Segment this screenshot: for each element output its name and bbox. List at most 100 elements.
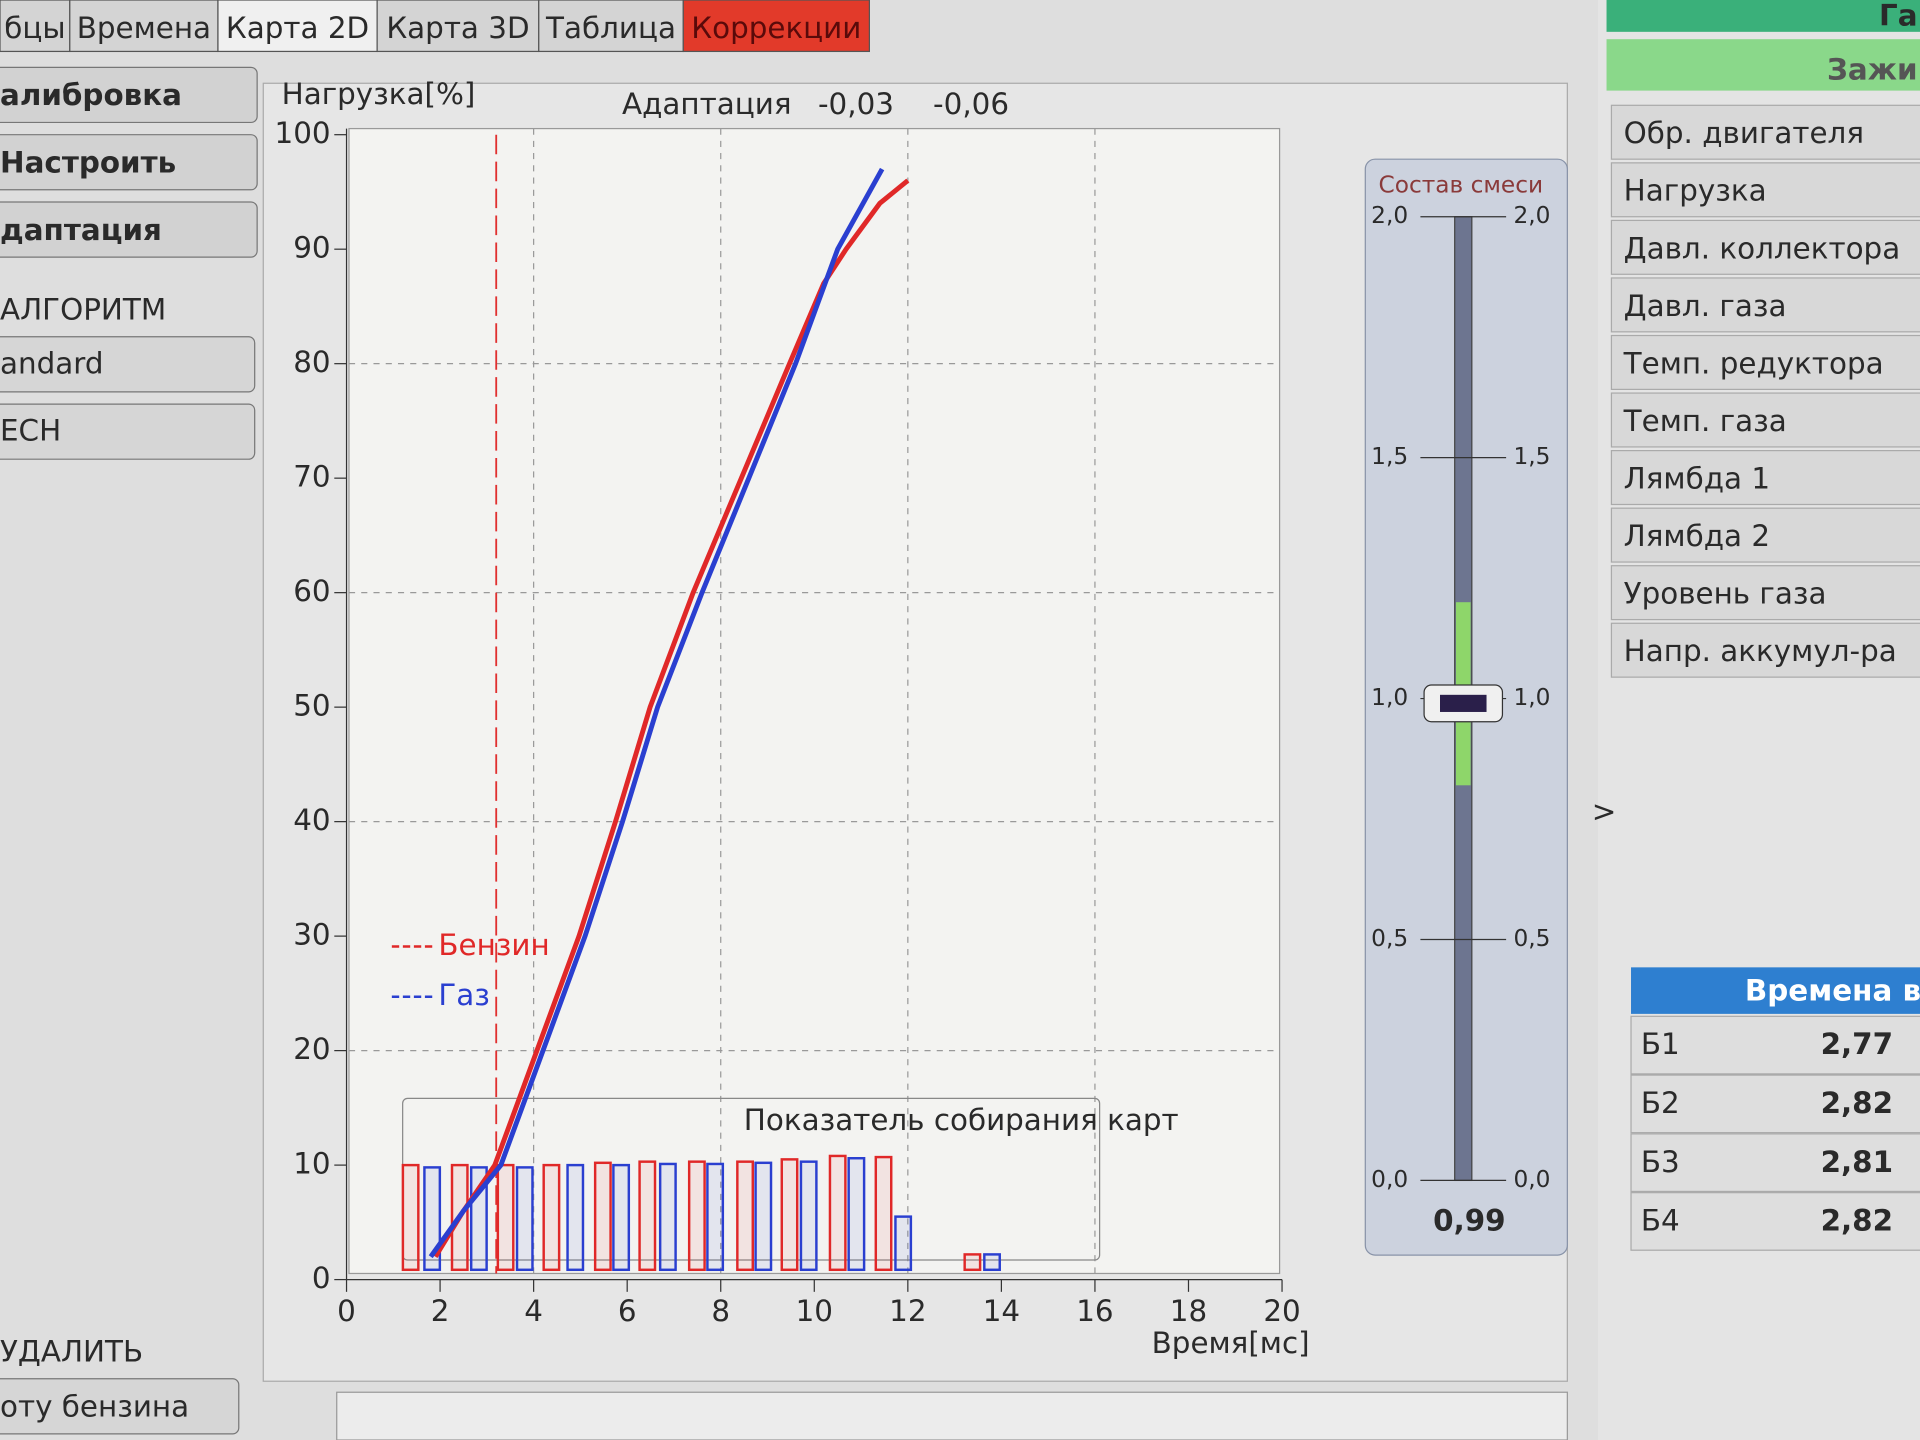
y-tick-label: 10 (293, 1147, 330, 1181)
button[interactable] (0, 1378, 240, 1435)
y-tick-label: 90 (293, 231, 330, 265)
x-tick-label: 12 (889, 1294, 926, 1328)
gauge-tick-label: 0,0 (1371, 1166, 1408, 1193)
gauge-tick-label: 1,0 (1513, 684, 1550, 711)
tab[interactable] (376, 0, 540, 53)
x-axis-label: Время[мс] (1152, 1326, 1310, 1360)
y-tick-label: 80 (293, 345, 330, 379)
y-tick-label: 20 (293, 1032, 330, 1066)
bar (593, 1161, 612, 1272)
bar (612, 1163, 631, 1272)
parameter-label: Обр. двигателя (1624, 116, 1864, 150)
gauge-value: 0,99 (1433, 1204, 1505, 1238)
y-tick-label: 40 (293, 803, 330, 837)
bar (401, 1163, 420, 1272)
table-cell: Б2 (1641, 1086, 1680, 1120)
option-button[interactable] (0, 336, 256, 393)
x-tick-label: 14 (983, 1294, 1020, 1328)
tab-label: Коррекции (691, 11, 861, 45)
x-tick-label: 8 (711, 1294, 730, 1328)
section-label: АЛГОРИТМ (0, 293, 166, 327)
bar (828, 1154, 847, 1272)
parameter-row (1610, 219, 1920, 275)
tab[interactable] (0, 0, 71, 53)
y-axis-label: Нагрузка[%] (282, 77, 476, 111)
table-row (1630, 1133, 1920, 1193)
option-label: andard (0, 346, 103, 380)
table-header (1631, 967, 1920, 1014)
x-tick-label: 0 (337, 1294, 356, 1328)
table-title: Времена в (1745, 973, 1920, 1007)
status-label: Зажи (1827, 53, 1918, 87)
parameter-row (1610, 334, 1920, 390)
x-tick-label: 6 (618, 1294, 637, 1328)
button[interactable] (0, 134, 258, 191)
x-tick-label: 20 (1263, 1294, 1300, 1328)
line (428, 167, 885, 1259)
x-tick-label: 4 (524, 1294, 543, 1328)
bar (754, 1161, 773, 1272)
annotation: -0,06 (933, 87, 1009, 121)
button-label: оту бензина (0, 1390, 189, 1424)
expand-button[interactable]: > (1592, 795, 1617, 829)
tab[interactable] (217, 0, 378, 53)
x-tick-label: 10 (796, 1294, 833, 1328)
button[interactable] (0, 66, 258, 124)
option-button[interactable] (0, 403, 256, 460)
gauge-tick-label: 0,5 (1371, 925, 1408, 952)
tab[interactable] (538, 0, 684, 53)
parameter-label: Темп. газа (1623, 404, 1787, 438)
bar (515, 1166, 534, 1272)
inset-title: Показатель собирания карт (744, 1103, 1179, 1137)
bottom-strip (336, 1391, 1568, 1440)
parameter-row (1610, 450, 1920, 506)
x-tick-label: 18 (1170, 1294, 1207, 1328)
y-tick-label: 30 (293, 918, 330, 952)
y-tick-label: 60 (293, 574, 330, 608)
y-tick-label: 50 (293, 689, 330, 723)
parameter-label: Темп. редуктора (1623, 346, 1884, 380)
annotation: Адаптация (622, 87, 791, 121)
gauge-tick-label: 0,5 (1513, 925, 1550, 952)
gauge-tick-label: 2,0 (1513, 202, 1550, 229)
bar (423, 1166, 442, 1272)
bar (658, 1162, 677, 1272)
bar (736, 1160, 755, 1272)
status-bar (1606, 39, 1920, 91)
bar (687, 1160, 706, 1272)
gauge-title: Состав смеси (1378, 172, 1543, 199)
table-cell: Б3 (1641, 1145, 1680, 1179)
tab-label: бцы (4, 11, 65, 45)
line (433, 178, 910, 1258)
bar (542, 1163, 561, 1272)
table-row (1630, 1192, 1920, 1251)
section-label: УДАЛИТЬ (0, 1335, 143, 1369)
gauge-tick-label: 2,0 (1371, 202, 1408, 229)
button-label: алибровка (0, 78, 182, 112)
button-label: даптация (0, 213, 162, 247)
bar (874, 1155, 893, 1272)
y-tick-label: 0 (312, 1261, 331, 1295)
button-label: Настроить (0, 146, 176, 180)
tab-label: Карта 3D (386, 11, 529, 45)
table-cell: 2,82 (1821, 1204, 1893, 1238)
bar (847, 1157, 866, 1272)
bar (963, 1253, 982, 1272)
tab[interactable] (682, 0, 870, 53)
y-tick-label: 100 (275, 116, 331, 150)
parameter-row (1610, 162, 1920, 218)
parameter-label: Уровень газа (1624, 577, 1827, 611)
table-cell: Б1 (1641, 1027, 1680, 1061)
tab-label: Времена (77, 11, 211, 45)
button[interactable] (0, 201, 258, 258)
parameter-label: Напр. аккумул-ра (1624, 634, 1897, 668)
bar (496, 1163, 515, 1272)
bar (983, 1253, 1001, 1272)
parameter-label: Давл. газа (1624, 289, 1787, 323)
legend-label: Бензин (438, 928, 549, 962)
gauge-tick-label: 0,0 (1513, 1166, 1550, 1193)
x-tick-label: 16 (1076, 1294, 1113, 1328)
table-cell: 2,81 (1821, 1145, 1893, 1179)
y-tick-label: 70 (293, 460, 330, 494)
